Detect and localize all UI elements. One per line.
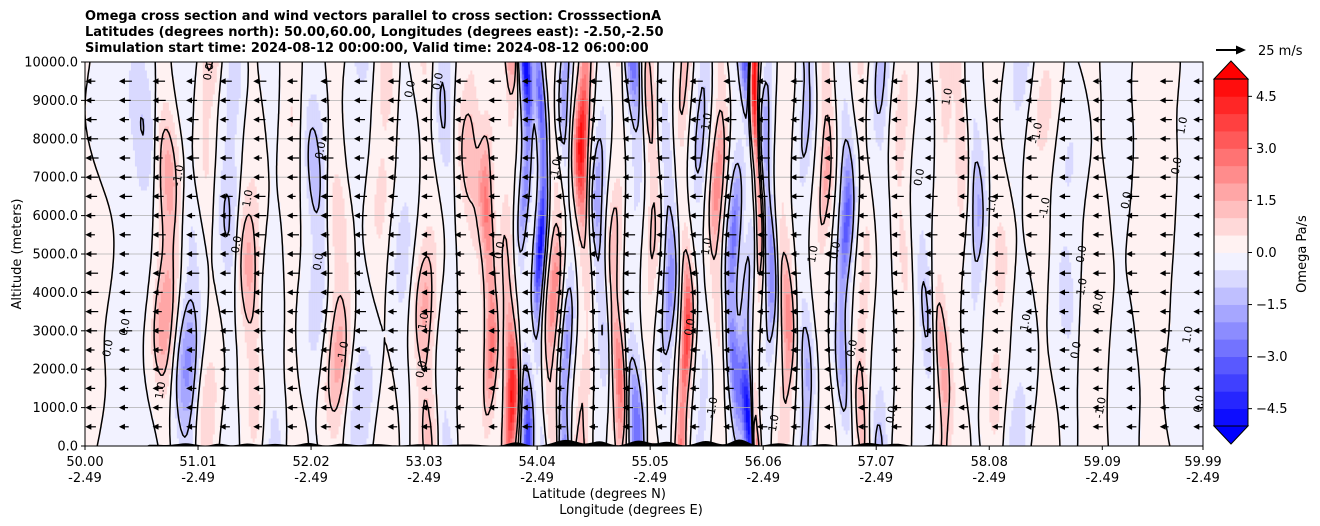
omega-cross-section-chart: 0.00.01.00.0-1.00.01.00.00.0-1.00.00.01.… xyxy=(0,0,1320,526)
